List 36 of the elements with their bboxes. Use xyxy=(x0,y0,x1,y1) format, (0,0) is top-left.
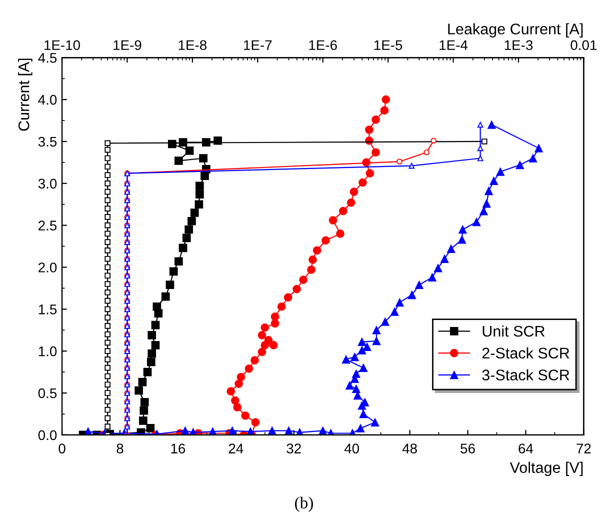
x2-tick-label: 1E-5 xyxy=(374,40,402,50)
x-tick-label: 8 xyxy=(116,444,124,454)
y-tick-label: 2.5 xyxy=(38,220,57,230)
y-tick-label: 0.0 xyxy=(38,430,57,440)
x2-tick-label: 1E-4 xyxy=(440,40,468,50)
y-axis-title: Current [A] xyxy=(18,58,32,131)
legend-label: 2-Stack SCR xyxy=(482,347,570,359)
x-tick-label: 40 xyxy=(344,444,360,454)
y-tick-label: 4.5 xyxy=(38,53,57,63)
x-tick-label: 56 xyxy=(460,444,475,454)
y-tick-label: 4.0 xyxy=(38,94,57,105)
x-axis-title: Voltage [V] xyxy=(510,462,583,476)
x-tick-label: 32 xyxy=(286,444,301,454)
text: (b) xyxy=(295,496,313,512)
x2-tick-label: 1E-6 xyxy=(309,40,337,50)
x2-axis-title: Leakage Current [A] xyxy=(448,23,583,38)
x2-tick-label: 1E-8 xyxy=(178,40,206,50)
x2-tick-label: 1E-10 xyxy=(44,40,80,50)
x2-tick-label: 1E-3 xyxy=(504,40,533,50)
x-tick-label: 48 xyxy=(402,444,417,454)
x-tick-label: 24 xyxy=(228,444,244,454)
y-tick-label: 0.5 xyxy=(38,388,57,398)
x-tick-label: 0 xyxy=(58,444,66,454)
y-tick-label: 3.0 xyxy=(38,178,57,189)
legend-label: 3-Stack SCR xyxy=(482,369,570,380)
y-tick-label: 1.5 xyxy=(38,304,57,314)
x2-tick-label: 1E-9 xyxy=(114,40,142,50)
y-tick-label: 1.0 xyxy=(38,346,57,356)
x2-tick-label: 1E-7 xyxy=(244,40,272,50)
x2-tick-label: 0.01 xyxy=(570,40,597,50)
legend-label: Unit SCR xyxy=(482,325,545,337)
y-tick-label: 2.0 xyxy=(38,262,57,272)
x-tick-label: 64 xyxy=(518,444,534,454)
x-tick-label: 16 xyxy=(171,444,186,454)
x-tick-label: 72 xyxy=(576,444,591,454)
y-tick-label: 3.5 xyxy=(38,136,57,147)
